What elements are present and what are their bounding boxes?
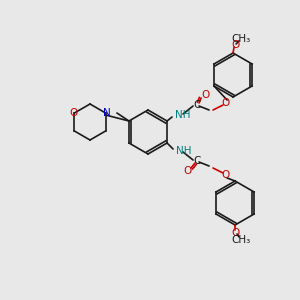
Text: C: C: [194, 100, 201, 110]
Text: O: O: [69, 108, 77, 118]
Text: O: O: [201, 90, 209, 100]
Text: CH₃: CH₃: [231, 235, 251, 245]
Text: O: O: [231, 40, 239, 50]
Text: C: C: [194, 156, 201, 166]
Text: O: O: [221, 170, 229, 180]
Text: O: O: [231, 228, 239, 238]
Text: NH: NH: [175, 110, 190, 120]
Text: NH: NH: [176, 146, 192, 156]
Text: O: O: [183, 166, 191, 176]
Text: O: O: [221, 98, 229, 108]
Text: N: N: [103, 108, 110, 118]
Text: CH₃: CH₃: [231, 34, 251, 44]
